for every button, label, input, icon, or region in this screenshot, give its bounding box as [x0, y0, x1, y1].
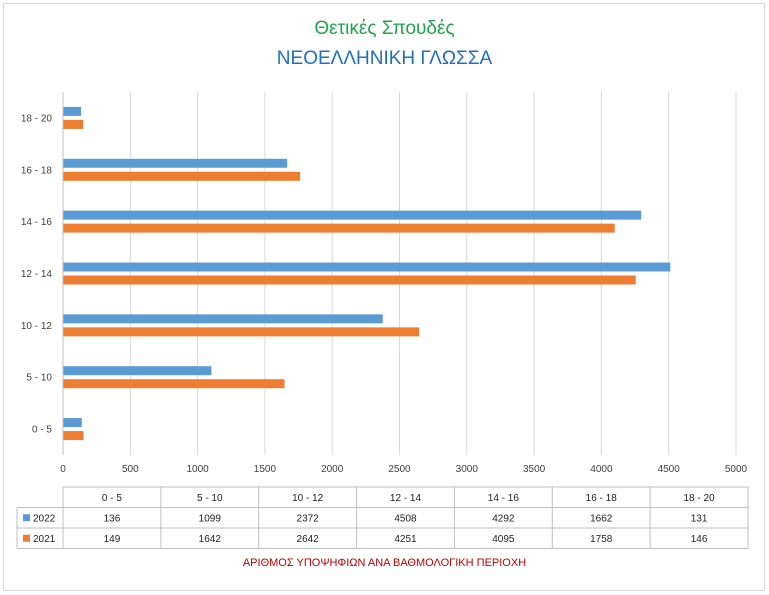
x-tick-label: 5000: [725, 464, 748, 475]
category-labels: 0 - 5 5 - 10 10 - 12 12 - 14 14 - 16 16 - 18 1…: [21, 113, 53, 435]
legend-swatch-2022: [23, 514, 30, 522]
table-value-cell: 146: [691, 534, 708, 545]
legend-swatch-2021: [23, 534, 30, 542]
x-tick-label: 2000: [321, 464, 344, 475]
category-label: 5 - 10: [26, 373, 52, 384]
table-value-cell: 1099: [199, 513, 222, 524]
data-table: 0 - 5 5 - 10 10 - 12 12 - 14 14 - 16 16 - 18 1…: [16, 486, 749, 549]
bar-2021-6: [63, 119, 84, 129]
bar-2022-2: [63, 314, 383, 324]
legend-label: 2021: [33, 534, 56, 545]
x-tick-label: 0: [60, 464, 66, 475]
table-value-cell: 4251: [394, 534, 417, 545]
bar-2022-3: [63, 262, 671, 272]
bar-2021-4: [63, 223, 615, 233]
category-label: 12 - 14: [21, 269, 53, 280]
bars: [63, 106, 671, 441]
table-header-cell: 12 - 14: [390, 493, 422, 504]
bar-2022-0: [63, 418, 82, 428]
bar-2021-5: [63, 171, 301, 181]
legend-label: 2022: [33, 513, 56, 524]
table-header-cell: 0 - 5: [102, 493, 122, 504]
table-header-cell: 5 - 10: [197, 493, 223, 504]
table-header-cell: 14 - 16: [488, 493, 520, 504]
chart-title: Θετικές Σπουδές: [314, 18, 455, 39]
table-value-cell: 1662: [590, 513, 613, 524]
bar-2022-4: [63, 210, 642, 220]
table-value-cell: 2372: [297, 513, 320, 524]
table-value-cell: 4095: [492, 534, 515, 545]
bar-2021-2: [63, 327, 420, 337]
x-tick-label: 3500: [523, 464, 546, 475]
table-header-cell: 10 - 12: [292, 493, 324, 504]
chart-footer: ΑΡΙΘΜΟΣ ΥΠΟΨΗΦΙΩΝ ΑΝΑ ΒΑΘΜΟΛΟΓΙΚΗ ΠΕΡΙΟΧ…: [242, 557, 527, 569]
category-label: 0 - 5: [32, 425, 52, 436]
table-header-cell: 18 - 20: [684, 493, 716, 504]
category-label: 16 - 18: [21, 165, 53, 176]
table-value-cell: 4508: [394, 513, 417, 524]
table-header-cell: 16 - 18: [586, 493, 618, 504]
category-label: 18 - 20: [21, 113, 53, 124]
table-value-cell: 1642: [199, 534, 222, 545]
category-label: 10 - 12: [21, 321, 53, 332]
chart-subtitle: ΝΕΟΕΛΛΗΝΙΚΗ ΓΛΩΣΣΑ: [276, 48, 493, 69]
bar-2021-3: [63, 275, 636, 285]
table-value-cell: 1758: [590, 534, 613, 545]
gridlines: [62, 92, 737, 455]
table-value-cell: 149: [104, 534, 121, 545]
x-tick-label: 1000: [186, 464, 209, 475]
category-label: 14 - 16: [21, 217, 53, 228]
bar-2022-6: [63, 106, 82, 116]
x-tick-label: 3000: [456, 464, 479, 475]
x-tick-labels: 0 500 1000 1500 2000 2500 3000 3500 4000 4500 5000: [60, 464, 747, 475]
x-tick-label: 500: [122, 464, 139, 475]
bar-2021-1: [63, 379, 285, 389]
table-value-cell: 2642: [297, 534, 320, 545]
table-value-cell: 136: [104, 513, 121, 524]
bar-2022-5: [63, 158, 288, 168]
table-value-cell: 131: [691, 513, 708, 524]
table-value-cell: 4292: [492, 513, 515, 524]
x-tick-label: 4500: [658, 464, 681, 475]
x-tick-label: 1500: [254, 464, 277, 475]
x-tick-label: 2500: [388, 464, 411, 475]
x-tick-label: 4000: [590, 464, 613, 475]
bar-2021-0: [63, 431, 84, 441]
bar-2022-1: [63, 366, 212, 376]
